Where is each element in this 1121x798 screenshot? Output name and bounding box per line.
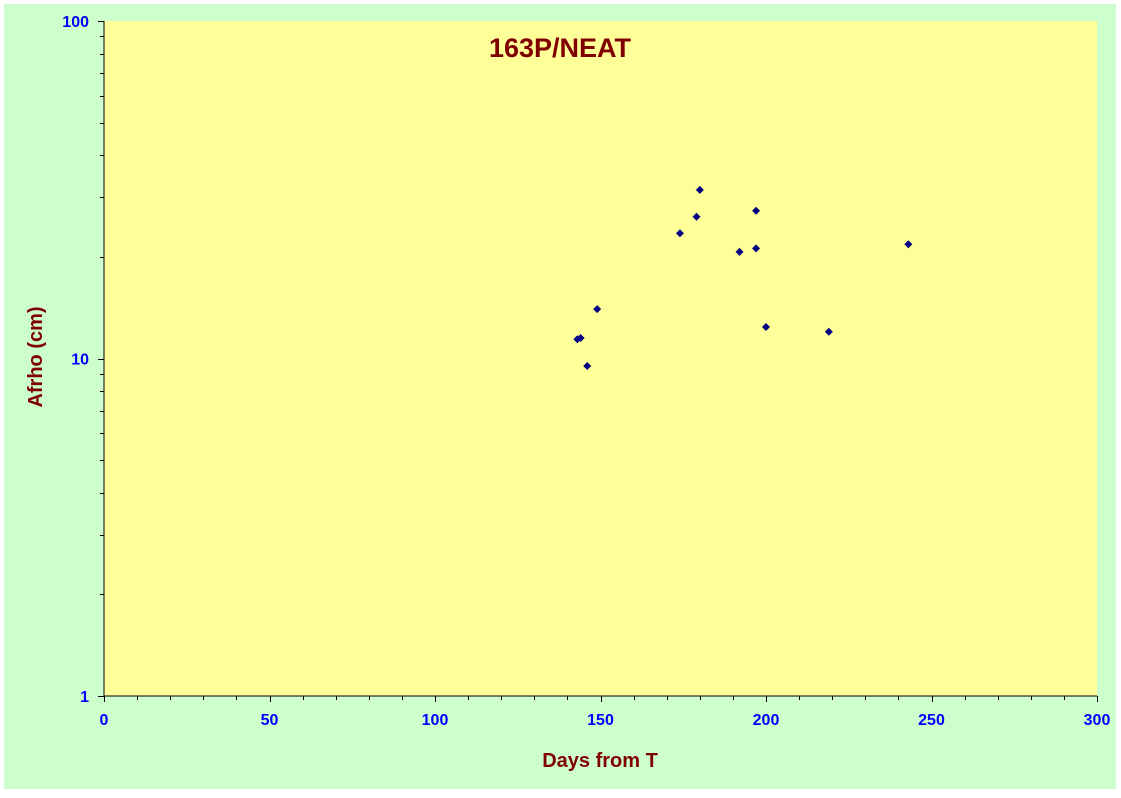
data-point xyxy=(762,322,770,331)
x-tick-label: 100 xyxy=(422,712,449,729)
data-point xyxy=(593,305,602,314)
y-tick-label: 100 xyxy=(62,14,89,31)
y-axis-ticks xyxy=(98,21,104,697)
x-axis-tick-labels: 0 50 100 150 200 250 300 xyxy=(100,712,1111,729)
y-axis-title: Afrho (cm) xyxy=(25,306,47,407)
x-tick-label: 50 xyxy=(261,712,279,729)
x-tick-label: 0 xyxy=(100,712,109,729)
data-point xyxy=(692,212,701,221)
data-point xyxy=(752,206,761,215)
data-point xyxy=(824,327,833,336)
plot-area xyxy=(104,21,1097,696)
x-tick-label: 300 xyxy=(1084,712,1111,729)
x-tick-label: 150 xyxy=(587,712,614,729)
x-axis-ticks xyxy=(104,696,1098,702)
data-point xyxy=(576,334,585,343)
data-points xyxy=(573,185,913,371)
data-point xyxy=(675,229,684,238)
x-tick-label: 250 xyxy=(918,712,945,729)
data-point xyxy=(752,244,761,253)
data-point xyxy=(583,362,592,371)
y-tick-label: 1 xyxy=(80,689,89,706)
x-axis-title: Days from T xyxy=(542,750,658,772)
chart-title: 163P/NEAT xyxy=(489,33,632,63)
data-point xyxy=(904,240,913,249)
y-axis-tick-labels: 1 10 100 xyxy=(62,14,89,706)
data-point xyxy=(735,247,744,256)
x-tick-label: 200 xyxy=(753,712,780,729)
y-tick-label: 10 xyxy=(71,352,89,369)
data-point xyxy=(695,185,704,194)
